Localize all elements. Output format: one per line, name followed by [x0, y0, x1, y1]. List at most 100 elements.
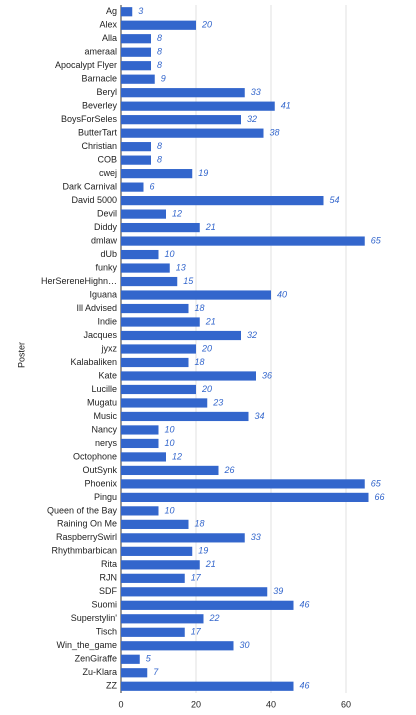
bar	[121, 196, 324, 206]
bar	[121, 344, 196, 354]
bar	[121, 7, 133, 17]
bar	[121, 249, 159, 260]
y-tick-label: RJN	[100, 573, 118, 583]
bar	[121, 560, 200, 570]
value-label: 26	[224, 465, 235, 475]
y-tick-label: COB	[97, 155, 117, 165]
y-tick-label: ButterTart	[78, 128, 118, 138]
value-label: 21	[205, 222, 216, 232]
value-label: 23	[212, 397, 223, 407]
y-tick-label: nerys	[95, 438, 118, 448]
bar	[121, 115, 241, 125]
y-tick-label: Pingu	[94, 492, 117, 502]
value-label: 36	[262, 370, 272, 380]
value-label: 8	[157, 33, 162, 43]
y-tick-label: Win_the_game	[56, 640, 117, 650]
value-label: 32	[247, 114, 257, 124]
y-tick-label: Alex	[99, 20, 117, 30]
value-label: 8	[157, 141, 162, 151]
value-label: 18	[195, 357, 205, 367]
bar	[121, 587, 268, 597]
bar	[121, 546, 193, 556]
bar	[121, 573, 185, 583]
y-tick-label: Devil	[97, 208, 117, 218]
bar	[121, 209, 166, 219]
bar	[121, 668, 148, 678]
y-tick-label: Tisch	[96, 627, 117, 637]
value-label: 41	[281, 101, 291, 111]
value-label: 65	[371, 235, 382, 245]
bar	[121, 506, 159, 516]
y-tick-label: Jacques	[83, 330, 117, 340]
value-label: 7	[153, 667, 159, 677]
y-tick-label: Rita	[101, 559, 117, 569]
bar	[121, 142, 151, 152]
bar	[121, 276, 178, 287]
y-tick-label: SDF	[99, 586, 118, 596]
y-tick-label: Suomi	[91, 600, 117, 610]
bar	[121, 222, 200, 233]
value-label: 10	[165, 424, 175, 434]
value-label: 9	[161, 74, 166, 84]
y-tick-label: Beverley	[82, 101, 118, 111]
y-tick-label: Queen of the Bay	[47, 505, 118, 515]
y-tick-label: RaspberrySwirl	[56, 532, 117, 542]
value-label: 66	[375, 492, 385, 502]
value-label: 40	[277, 289, 287, 299]
value-label: 8	[157, 155, 162, 165]
value-label: 17	[191, 573, 202, 583]
y-tick-label: Kate	[98, 370, 117, 380]
bar	[121, 627, 185, 637]
y-tick-label: Alla	[102, 33, 117, 43]
y-tick-label: Lucille	[91, 384, 117, 394]
bar	[121, 492, 369, 502]
value-label: 18	[195, 303, 205, 313]
value-label: 12	[172, 208, 182, 218]
value-label: 33	[251, 532, 261, 542]
bar	[121, 479, 365, 489]
value-label: 20	[201, 384, 212, 394]
value-label: 15	[183, 276, 194, 286]
bar	[121, 47, 151, 57]
value-label: 17	[191, 627, 202, 637]
y-tick-label: Zu-Klara	[82, 667, 117, 677]
y-tick-label: jyxz	[101, 343, 118, 353]
bar	[121, 425, 159, 435]
bar	[121, 452, 166, 462]
y-tick-label: Ill Advised	[76, 303, 117, 313]
bar	[121, 61, 151, 71]
bar	[121, 290, 271, 300]
bar	[121, 681, 294, 691]
y-tick-label: Music	[93, 411, 117, 421]
bar	[121, 384, 196, 395]
y-tick-label: David 5000	[71, 195, 117, 205]
value-label: 20	[201, 343, 212, 353]
bar	[121, 533, 245, 543]
y-tick-label: Nancy	[91, 424, 117, 434]
y-tick-label: ZZ	[106, 681, 117, 691]
y-tick-label: Barnacle	[81, 74, 117, 84]
bar	[121, 303, 189, 314]
y-tick-label: Indie	[97, 316, 117, 326]
y-tick-label: BoysForSeles	[61, 114, 118, 124]
y-tick-label: HerSereneHighn…	[41, 276, 117, 286]
bar	[121, 74, 155, 84]
value-label: 38	[270, 128, 280, 138]
value-label: 19	[198, 546, 208, 556]
value-label: 10	[165, 249, 175, 259]
bar	[121, 128, 264, 138]
y-tick-label: Diddy	[94, 222, 118, 232]
y-tick-label: ZenGiraffe	[75, 654, 117, 664]
x-tick-label: 60	[341, 699, 351, 709]
y-tick-label: dUb	[100, 249, 117, 259]
bar	[121, 465, 219, 476]
bar	[121, 654, 140, 664]
y-tick-label: dmlaw	[91, 235, 118, 245]
value-label: 39	[273, 586, 283, 596]
bar	[121, 614, 204, 624]
value-label: 33	[251, 87, 261, 97]
value-label: 6	[150, 181, 155, 191]
bar	[121, 330, 241, 341]
value-label: 22	[209, 613, 220, 623]
